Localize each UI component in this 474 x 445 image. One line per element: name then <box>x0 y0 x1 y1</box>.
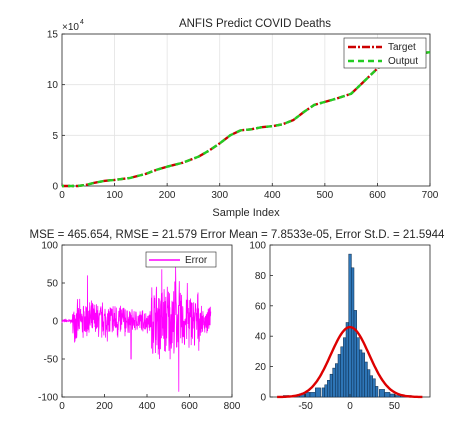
top-chart-title: ANFIS Predict COVID Deaths <box>179 18 331 30</box>
x-tick-label: 600 <box>181 401 198 412</box>
histogram-bar <box>375 386 379 398</box>
error-chart-series <box>61 266 212 392</box>
histogram-bar <box>340 346 344 398</box>
y-exponent-power: 4 <box>80 19 84 26</box>
x-tick-label: 100 <box>106 190 123 201</box>
top-chart-legend: Target Output <box>343 37 427 69</box>
x-tick-label: 0 <box>59 401 65 412</box>
top-chart-exponent: ×10 4 <box>62 19 84 33</box>
histogram-bar <box>353 310 357 398</box>
histogram-bar <box>335 363 339 398</box>
top-chart-ticks: 0 100 200 300 400 500 600 700 0 5 10 15 <box>47 30 439 202</box>
y-tick-label: 50 <box>47 279 59 290</box>
histogram-bar <box>315 387 321 398</box>
top-chart-axes-box <box>61 33 431 187</box>
histogram-bar <box>367 369 371 398</box>
legend-target-label: Target <box>388 42 416 53</box>
x-tick-label: 600 <box>369 190 386 201</box>
histogram-bar <box>337 354 341 398</box>
y-tick-label: 20 <box>255 362 267 373</box>
error-signal-line <box>61 266 212 392</box>
histogram-bar <box>329 373 333 398</box>
histogram-bar <box>359 349 363 398</box>
x-tick-label: 300 <box>211 190 228 201</box>
histogram-bar <box>379 389 385 398</box>
error-stats-title: MSE = 465.654, RMSE = 21.579 Error Mean … <box>30 229 445 241</box>
y-tick-label: 80 <box>255 271 267 282</box>
y-tick-label: 60 <box>255 301 267 312</box>
x-tick-label: 700 <box>422 190 439 201</box>
x-tick-label: 50 <box>389 401 401 412</box>
histogram-ticks: -50 0 50 0 20 40 60 80 100 <box>249 241 400 413</box>
histogram-bar <box>372 378 376 398</box>
x-tick-label: 500 <box>317 190 334 201</box>
x-tick-label: 200 <box>159 190 176 201</box>
histogram-bar <box>332 367 336 398</box>
error-chart-ticks: 0 200 400 600 800 -100 -50 0 50 100 <box>38 241 241 413</box>
y-tick-label: 100 <box>249 241 266 252</box>
y-tick-label: 5 <box>52 131 58 142</box>
histogram-bar <box>309 392 316 398</box>
x-tick-label: 400 <box>139 401 156 412</box>
histogram-bar <box>351 267 355 398</box>
histogram-bar <box>356 337 360 398</box>
error-legend-box <box>145 251 217 268</box>
histogram-bar <box>364 361 368 398</box>
y-tick-label: 40 <box>255 332 267 343</box>
histogram-bar <box>348 253 352 398</box>
histogram-bar <box>361 352 365 398</box>
x-tick-label: 200 <box>96 401 113 412</box>
x-tick-label: 0 <box>347 401 353 412</box>
histogram-bar <box>343 337 347 398</box>
x-tick-label: 0 <box>59 190 65 201</box>
x-tick-label: 400 <box>264 190 281 201</box>
x-tick-label: -50 <box>298 401 313 412</box>
y-tick-label: -50 <box>44 355 59 366</box>
histogram-bar <box>327 380 331 398</box>
histogram-bar <box>321 387 325 398</box>
series-line-output <box>62 51 431 188</box>
y-tick-label: 0 <box>260 393 266 404</box>
legend-output-label: Output <box>388 56 418 67</box>
top-chart-series <box>62 51 431 188</box>
top-chart: ANFIS Predict COVID Deaths 0 100 200 300 400… <box>47 18 439 219</box>
y-tick-label: 15 <box>47 30 59 41</box>
error-chart: 0 200 400 600 800 -100 -50 0 50 100 Error <box>38 241 241 413</box>
y-exponent-base: ×10 <box>62 22 79 33</box>
histogram-bar <box>384 392 391 398</box>
y-tick-label: -100 <box>38 393 58 404</box>
legend-error-label: Error <box>185 255 208 266</box>
histogram-chart: -50 0 50 0 20 40 60 80 100 <box>249 241 431 413</box>
histogram-bar <box>324 384 328 398</box>
normal-fit-curve <box>277 325 423 399</box>
y-tick-label: 100 <box>41 241 58 252</box>
y-tick-label: 0 <box>52 317 58 328</box>
histogram-bar <box>345 322 349 398</box>
histogram-fit-curve <box>277 325 423 399</box>
top-chart-xlabel: Sample Index <box>212 207 280 219</box>
y-tick-label: 10 <box>47 80 59 91</box>
error-chart-legend: Error <box>145 251 217 268</box>
legend-box <box>343 37 427 69</box>
histogram-bar <box>369 375 373 398</box>
x-tick-label: 800 <box>224 401 241 412</box>
y-tick-label: 0 <box>52 182 58 193</box>
